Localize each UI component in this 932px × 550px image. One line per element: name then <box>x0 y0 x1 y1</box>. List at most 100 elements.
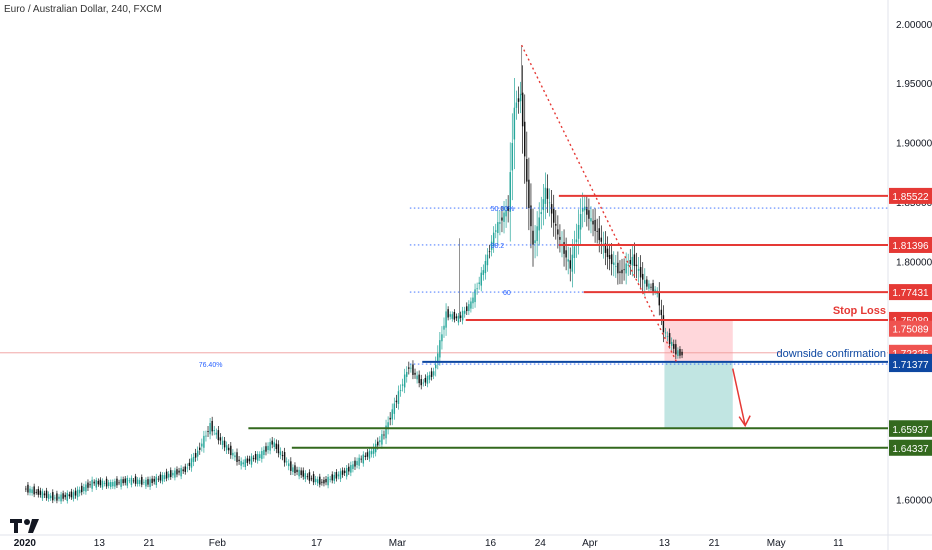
candle-body <box>557 229 559 235</box>
candle-body <box>472 297 474 304</box>
price-badge-label: 1.75089 <box>892 325 929 336</box>
candle-body <box>296 469 298 473</box>
candle-body <box>544 187 547 204</box>
candle-body <box>256 454 259 461</box>
target-zone <box>664 361 733 429</box>
candle-body <box>163 475 166 480</box>
candle-body <box>60 494 62 502</box>
candle-body <box>310 478 313 480</box>
candle-body <box>225 445 228 451</box>
candle-body <box>434 364 437 369</box>
candle-body <box>389 417 391 420</box>
price-badge-label: 1.85522 <box>892 192 929 203</box>
candle-body <box>501 217 503 221</box>
candle-body <box>590 218 592 222</box>
candle-body <box>343 470 346 474</box>
candle-body <box>124 478 126 483</box>
candle-body <box>635 264 638 267</box>
candle-body <box>141 477 143 485</box>
candle-body <box>592 220 594 225</box>
candle-body <box>627 264 629 266</box>
candle-body <box>598 228 600 241</box>
candle-body <box>617 262 619 274</box>
candle-body <box>178 470 180 473</box>
fib-level-label: 76.40% <box>199 362 223 369</box>
candle-body <box>302 470 304 477</box>
candle-body <box>406 371 408 377</box>
candle-body <box>254 453 257 460</box>
fib-level-label: 50.00% <box>491 206 515 213</box>
candle-body <box>221 440 224 446</box>
candle-body <box>172 472 174 476</box>
candle-body <box>677 350 679 356</box>
candle-body <box>199 447 201 450</box>
candle-body <box>277 444 280 454</box>
candle-body <box>610 254 613 265</box>
price-badge-label: 1.64337 <box>892 444 929 455</box>
candle-body <box>550 204 553 214</box>
candle-body <box>52 492 54 501</box>
candle-body <box>83 486 85 492</box>
candle-body <box>381 434 383 445</box>
candle-body <box>428 375 431 380</box>
y-tick-label: 1.80000 <box>896 258 932 269</box>
candle-body <box>78 489 81 494</box>
candle-body <box>128 480 131 482</box>
candle-body <box>56 493 58 501</box>
candle-body <box>646 279 648 287</box>
candle-body <box>420 379 422 386</box>
candle-body <box>190 458 193 468</box>
candle-body <box>70 491 73 498</box>
candle-body <box>259 454 261 459</box>
candle-body <box>263 449 265 455</box>
candle-body <box>552 208 555 223</box>
candle-body <box>105 478 108 487</box>
candle-body <box>660 309 663 316</box>
candle-body <box>68 494 71 497</box>
candle-body <box>457 315 460 323</box>
price-badge-label: 1.81396 <box>892 241 929 252</box>
candle-body <box>652 283 654 293</box>
candle-body <box>66 492 68 501</box>
candle-body <box>203 435 205 448</box>
candle-body <box>33 486 35 495</box>
candle-body <box>120 479 122 487</box>
candle-body <box>515 102 518 108</box>
candle-body <box>623 269 625 271</box>
candle-body <box>579 214 582 230</box>
x-tick-label: 17 <box>311 538 323 549</box>
candle-body <box>480 272 482 286</box>
candle-body <box>167 473 170 478</box>
candle-body <box>588 210 590 219</box>
candle-body <box>95 480 97 488</box>
x-tick-label: 24 <box>535 538 547 549</box>
candle-body <box>422 382 425 384</box>
price-badge <box>889 420 932 437</box>
candle-body <box>424 377 427 383</box>
candle-body <box>244 459 247 468</box>
x-tick-label: 13 <box>659 538 671 549</box>
candle-body <box>99 479 102 486</box>
candle-body <box>509 172 511 212</box>
candle-body <box>223 440 226 448</box>
candle-body <box>267 445 269 451</box>
candle-body <box>350 465 352 473</box>
candle-body <box>600 237 603 242</box>
y-tick-label: 1.95000 <box>896 79 932 90</box>
candle-body <box>567 259 569 262</box>
candle-body <box>72 492 75 499</box>
candle-body <box>248 458 251 462</box>
candle-body <box>192 456 195 462</box>
candle-body <box>170 470 172 478</box>
x-tick-label: 13 <box>94 538 106 549</box>
x-tick-label: Mar <box>389 538 407 549</box>
candle-body <box>126 477 129 486</box>
candle-body <box>621 269 623 274</box>
candle-body <box>569 260 571 269</box>
candle-body <box>633 254 636 266</box>
candle-body <box>319 476 321 485</box>
candle-body <box>565 250 567 258</box>
candle-body <box>366 452 369 457</box>
candle-body <box>490 241 493 250</box>
